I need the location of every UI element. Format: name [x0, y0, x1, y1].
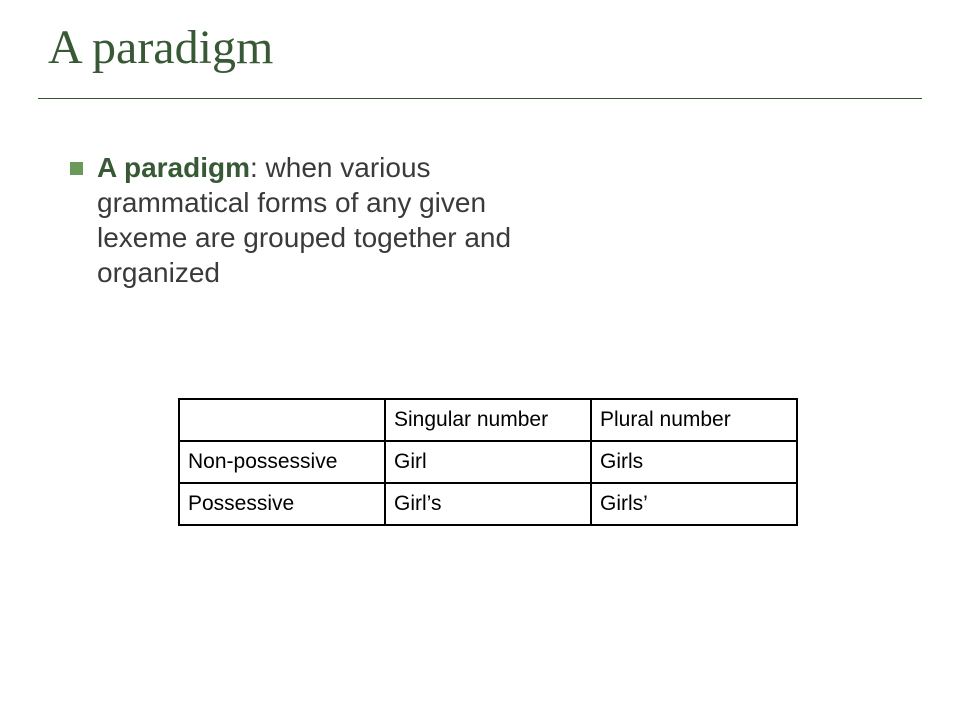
table-row: Non-possessiveGirlGirls	[179, 441, 797, 483]
table-cell: Girls’	[591, 483, 797, 525]
slide-title: A paradigm	[48, 20, 273, 75]
bullet-text: A paradigm: when various grammatical for…	[97, 150, 550, 290]
slide: A paradigm A paradigm: when various gram…	[0, 0, 960, 720]
table-row: Singular numberPlural number	[179, 399, 797, 441]
table-cell: Plural number	[591, 399, 797, 441]
square-bullet-icon	[70, 162, 83, 175]
bullet-item: A paradigm: when various grammatical for…	[70, 150, 550, 290]
paradigm-table: Singular numberPlural numberNon-possessi…	[178, 398, 798, 526]
table-cell: Non-possessive	[179, 441, 385, 483]
table-cell: Singular number	[385, 399, 591, 441]
definition-term: A paradigm	[97, 152, 250, 183]
table-cell: Girls	[591, 441, 797, 483]
table-cell: Girl’s	[385, 483, 591, 525]
title-underline	[38, 98, 922, 99]
table-body: Singular numberPlural numberNon-possessi…	[179, 399, 797, 525]
table-cell: Possessive	[179, 483, 385, 525]
table-cell: Girl	[385, 441, 591, 483]
table-cell	[179, 399, 385, 441]
table-row: PossessiveGirl’sGirls’	[179, 483, 797, 525]
body-text-block: A paradigm: when various grammatical for…	[70, 150, 550, 290]
